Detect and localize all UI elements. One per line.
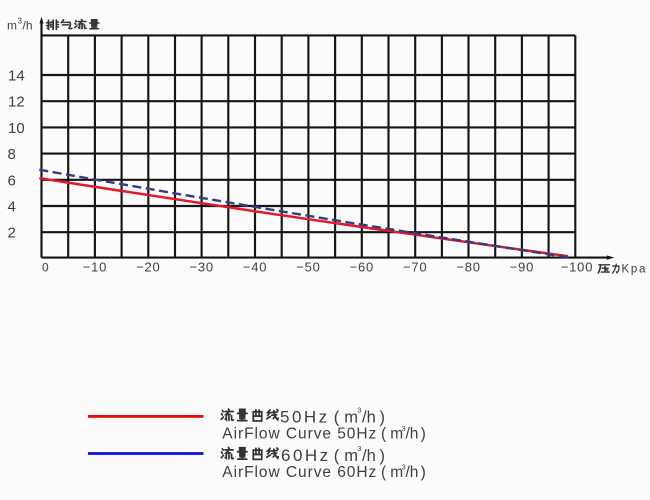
svg-text:(: ( bbox=[381, 464, 387, 481]
svg-text:−60: −60 bbox=[350, 260, 374, 275]
svg-text:/h: /h bbox=[23, 19, 33, 33]
svg-text:): ) bbox=[380, 447, 386, 465]
svg-text:AirFlow Curve 60Hz: AirFlow Curve 60Hz bbox=[222, 464, 377, 481]
svg-text:3: 3 bbox=[357, 444, 361, 453]
svg-text:−70: −70 bbox=[403, 260, 427, 275]
svg-text:0: 0 bbox=[42, 261, 49, 275]
svg-text:/h: /h bbox=[362, 408, 376, 426]
svg-text:): ) bbox=[421, 425, 426, 442]
svg-text:AirFlow Curve 50Hz: AirFlow Curve 50Hz bbox=[222, 425, 377, 442]
svg-text:m: m bbox=[7, 19, 17, 33]
svg-text:/h: /h bbox=[406, 464, 419, 481]
svg-text:): ) bbox=[380, 408, 386, 426]
svg-text:8: 8 bbox=[8, 146, 16, 163]
svg-text:/h: /h bbox=[362, 447, 376, 465]
svg-text:(: ( bbox=[334, 447, 340, 465]
svg-text:m: m bbox=[390, 425, 403, 442]
svg-text:−50: −50 bbox=[296, 260, 320, 275]
svg-text:3: 3 bbox=[18, 17, 23, 26]
svg-text:−20: −20 bbox=[136, 260, 160, 275]
svg-text:): ) bbox=[421, 464, 426, 481]
svg-text:4: 4 bbox=[8, 199, 16, 216]
svg-text:m: m bbox=[344, 408, 358, 426]
svg-text:−30: −30 bbox=[189, 260, 213, 275]
svg-text:12: 12 bbox=[8, 94, 25, 111]
svg-text:2: 2 bbox=[8, 225, 16, 242]
svg-text:3: 3 bbox=[402, 424, 406, 433]
svg-text:(: ( bbox=[381, 425, 387, 442]
svg-text:10: 10 bbox=[8, 120, 25, 137]
svg-text:−10: −10 bbox=[83, 260, 107, 275]
svg-text:m: m bbox=[390, 464, 403, 481]
svg-text:14: 14 bbox=[8, 68, 25, 85]
svg-text:−40: −40 bbox=[243, 260, 267, 275]
svg-text:/h: /h bbox=[406, 425, 419, 442]
svg-text:−80: −80 bbox=[456, 260, 480, 275]
svg-text:m: m bbox=[344, 447, 358, 465]
svg-text:Kpa: Kpa bbox=[622, 264, 648, 276]
svg-text:60Hz: 60Hz bbox=[281, 446, 331, 465]
svg-text:−100: −100 bbox=[561, 260, 593, 275]
svg-text:50Hz: 50Hz bbox=[280, 408, 330, 427]
svg-text:(: ( bbox=[334, 408, 340, 426]
svg-text:−90: −90 bbox=[510, 260, 534, 275]
svg-text:6: 6 bbox=[8, 172, 16, 189]
svg-text:3: 3 bbox=[402, 463, 406, 472]
svg-text:3: 3 bbox=[357, 406, 361, 415]
